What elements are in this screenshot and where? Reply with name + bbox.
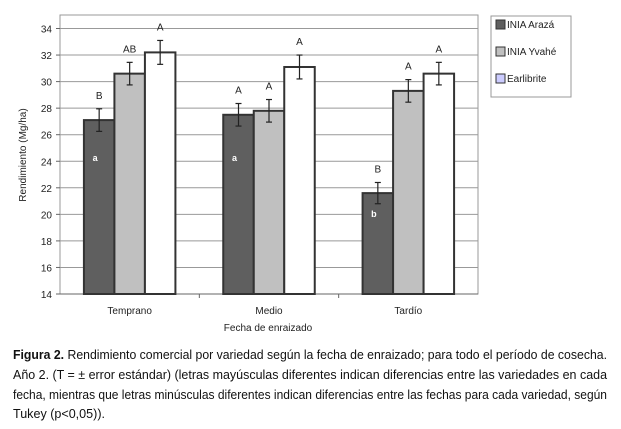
group-letter: A xyxy=(157,22,164,33)
y-tick-label: 14 xyxy=(41,290,53,301)
bar xyxy=(143,51,177,295)
y-tick-label: 22 xyxy=(41,184,53,195)
y-tick-label: 26 xyxy=(41,131,53,142)
legend: INIA Arazá INIA Yvahé Earlibrite xyxy=(490,15,572,98)
y-tick-label: 30 xyxy=(41,78,53,89)
y-tick-label: 18 xyxy=(41,237,53,248)
y-tick-label: 34 xyxy=(41,25,53,36)
legend-label: Earlibrite xyxy=(507,74,547,85)
y-tick-label: 28 xyxy=(41,104,53,115)
legend-swatch xyxy=(495,73,506,84)
legend-label: INIA Yvahé xyxy=(507,47,557,58)
legend-label: INIA Arazá xyxy=(507,20,555,31)
y-tick-label: 24 xyxy=(41,157,53,168)
bar xyxy=(113,72,146,296)
legend-swatch xyxy=(495,46,506,57)
y-axis: 14 16 18 20 22 24 26 28 30 32 34 xyxy=(41,25,60,301)
caption-line: Rendimiento comercial por variedad según… xyxy=(64,347,607,362)
caption: Figura 2. Rendimiento comercial por vari… xyxy=(13,347,608,421)
date-letter: a xyxy=(93,153,99,163)
caption-line: fecha, mientras que letras minúsculas di… xyxy=(13,387,607,402)
x-axis: Temprano Medio Tardío xyxy=(60,293,478,317)
date-letter: a xyxy=(232,153,238,163)
caption-line: Tukey (p<0,05)). xyxy=(13,406,105,421)
bar xyxy=(392,89,425,295)
legend-swatch xyxy=(495,19,506,30)
bar xyxy=(82,119,116,295)
y-axis-label: Rendimiento (Mg/ha) xyxy=(18,108,29,201)
y-tick-label: 16 xyxy=(41,263,53,274)
group-letter: B xyxy=(96,91,103,102)
group-letter: A xyxy=(266,82,273,93)
bar xyxy=(422,72,456,296)
group-letter: B xyxy=(374,164,381,175)
caption-label: Figura 2. xyxy=(13,347,64,362)
x-tick-label: Tardío xyxy=(394,306,422,317)
caption-line: Año 2. (T = ± error estándar) (letras ma… xyxy=(13,367,608,382)
x-tick-label: Temprano xyxy=(107,306,152,317)
svg-text:Figura 2. Rendimiento comercia: Figura 2. Rendimiento comercial por vari… xyxy=(13,347,607,362)
y-tick-label: 32 xyxy=(41,51,53,62)
bar xyxy=(361,192,395,295)
group-letter: AB xyxy=(123,44,137,55)
date-letter: b xyxy=(371,209,377,219)
group-letter: A xyxy=(296,37,303,48)
x-axis-label: Fecha de enraizado xyxy=(224,323,313,334)
group-letter: A xyxy=(235,86,242,97)
group-letter: A xyxy=(435,44,442,55)
bar xyxy=(283,65,316,295)
bar xyxy=(222,113,255,295)
bar xyxy=(252,109,286,296)
y-tick-label: 20 xyxy=(41,210,53,221)
x-tick-label: Medio xyxy=(255,306,283,317)
group-letter: A xyxy=(405,62,412,73)
